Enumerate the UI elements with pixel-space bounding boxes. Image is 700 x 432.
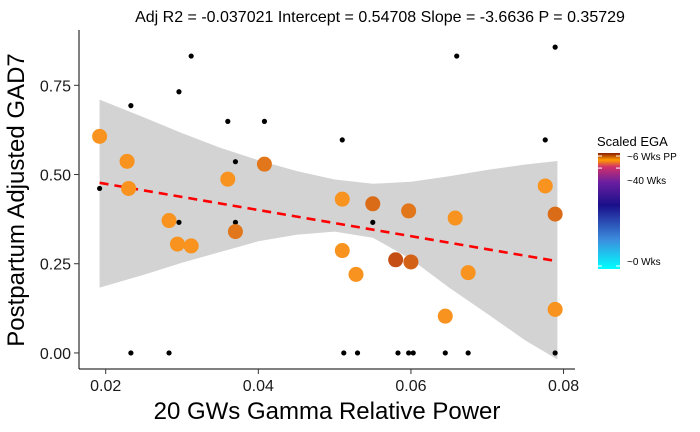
regression-line [99,181,558,263]
ega-point-21 [547,301,563,317]
ega-point-6 [220,171,236,187]
y-axis-ticks: 0.00 0.25 0.50 0.75 [40,78,79,363]
x-tick-label-3: 0.08 [548,378,579,395]
raw-point-9 [232,219,239,225]
ega-points-layer [92,128,563,324]
legend-label-0: ~6 Wks PP [627,152,677,163]
ega-point-16 [437,308,453,324]
ega-point-18 [460,265,476,281]
raw-point-20 [465,350,471,356]
raw-point-10 [261,118,268,124]
color-legend: Scaled EGA ~6 Wks PP ~40 Wks ~0 Wks [597,134,677,269]
ega-point-15 [403,254,419,270]
ega-point-10 [334,243,350,259]
raw-point-11 [339,137,345,143]
raw-point-16 [406,350,412,356]
legend-labels: ~6 Wks PP ~40 Wks ~0 Wks [627,152,677,268]
raw-point-4 [176,89,182,95]
raw-point-17 [410,350,416,356]
y-tick-label-3: 0.75 [40,78,71,95]
ega-point-3 [161,213,177,229]
raw-point-5 [176,219,182,225]
ega-point-13 [388,252,404,268]
raw-point-13 [354,350,361,356]
raw-point-22 [552,44,558,50]
x-axis-title: 20 GWs Gamma Relative Power [154,398,501,425]
raw-point-0 [97,185,103,192]
x-tick-label-1: 0.04 [243,378,274,395]
x-tick-label-2: 0.06 [395,378,426,395]
raw-point-14 [370,219,376,225]
raw-point-7 [225,118,231,124]
raw-point-12 [341,350,347,356]
raw-point-2 [128,350,134,356]
legend-label-2: ~0 Wks [627,257,661,268]
y-tick-label-1: 0.25 [40,257,71,274]
y-tick-label-2: 0.50 [40,168,71,185]
legend-title: Scaled EGA [597,134,668,149]
ega-point-5 [183,238,199,254]
ega-point-1 [119,153,135,169]
raw-point-6 [188,53,194,59]
legend-colorbar [598,153,620,269]
chart-title: Adj R2 = -0.037021 Intercept = 0.54708 S… [135,9,625,26]
confidence-band [99,99,558,360]
ega-point-8 [256,156,272,172]
raw-points-layer [97,44,558,356]
raw-point-3 [166,350,172,356]
raw-point-23 [552,350,558,356]
ega-point-14 [401,203,417,219]
x-axis-ticks: 0.02 0.04 0.06 0.08 [90,369,579,395]
y-tick-label-0: 0.00 [40,346,71,363]
legend-ticks [598,155,620,267]
ega-point-20 [547,206,563,222]
raw-point-15 [395,350,401,356]
ega-point-2 [121,180,137,196]
raw-point-19 [454,53,460,59]
ega-point-19 [537,178,553,194]
x-tick-label-0: 0.02 [90,378,121,395]
ega-point-11 [348,266,364,282]
raw-point-1 [128,103,134,109]
raw-point-8 [232,159,239,165]
ega-point-17 [447,210,463,226]
ega-point-0 [92,128,108,144]
ega-point-4 [169,236,185,252]
y-axis-title: Postpartum Adjusted GAD7 [3,53,30,346]
ega-point-7 [227,224,243,240]
raw-point-18 [442,350,448,356]
legend-label-1: ~40 Wks [627,176,666,187]
ega-point-12 [365,196,381,212]
raw-point-21 [542,137,548,143]
plot-area [92,44,563,360]
ega-point-9 [334,191,350,207]
